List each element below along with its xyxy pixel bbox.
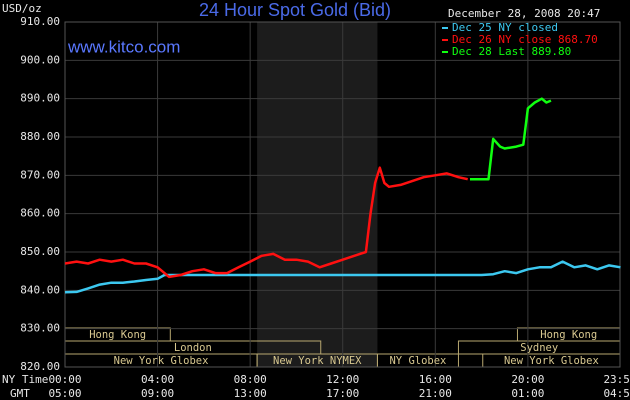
x-tick-label: 00:00 xyxy=(48,373,81,386)
legend-label: Dec 25 NY closed xyxy=(452,21,558,34)
x-tick-label-gmt: 13:00 xyxy=(234,387,267,400)
x-tick-label: 16:00 xyxy=(419,373,452,386)
grid xyxy=(64,21,621,368)
series-line xyxy=(470,97,552,181)
x-tick-label: 12:00 xyxy=(326,373,359,386)
y-tick-label: 860.00 xyxy=(20,207,60,220)
legend-label: Dec 26 NY close 868.70 xyxy=(452,33,598,46)
x-tick-label-gmt: 05:00 xyxy=(48,387,81,400)
x-tick-label-gmt: 04:59 xyxy=(603,387,630,400)
session-label: Hong Kong xyxy=(89,329,146,341)
y-tick-label: 880.00 xyxy=(20,130,60,143)
session-label: London xyxy=(174,342,212,354)
y-tick-label: 840.00 xyxy=(20,283,60,296)
y-tick-label: 890.00 xyxy=(20,92,60,105)
x-tick-label-gmt: 21:00 xyxy=(419,387,452,400)
x-row-label: NY Time xyxy=(2,373,48,386)
x-tick-label-gmt: 09:00 xyxy=(141,387,174,400)
series-line xyxy=(64,260,621,294)
series-line xyxy=(64,166,468,279)
chart-title: 24 Hour Spot Gold (Bid) xyxy=(199,0,391,20)
y-tick-label: 870.00 xyxy=(20,168,60,181)
y-tick-label: 900.00 xyxy=(20,53,60,66)
x-tick-label-gmt: 17:00 xyxy=(326,387,359,400)
x-tick-label: 20:00 xyxy=(511,373,544,386)
lines xyxy=(64,97,621,294)
y-unit: USD/oz xyxy=(2,2,42,15)
session-label: New York Globex xyxy=(114,355,209,367)
y-tick-label: 820.00 xyxy=(20,360,60,373)
session-shade xyxy=(257,22,378,367)
plot-frame xyxy=(64,21,621,368)
x-tick-label: 04:00 xyxy=(141,373,174,386)
x-tick-label: 23:59 xyxy=(603,373,630,386)
legend-label: Dec 28 Last 889.80 xyxy=(452,45,571,58)
session-label: Hong Kong xyxy=(540,329,597,341)
site: www.kitco.com xyxy=(67,37,180,56)
y-tick-label: 830.00 xyxy=(20,322,60,335)
session-label: New York Globex xyxy=(504,355,599,367)
x-tick-label: 08:00 xyxy=(234,373,267,386)
session-label: NY Globex xyxy=(389,355,446,367)
session-label: Sydney xyxy=(520,342,558,354)
y-tick-label: 910.00 xyxy=(20,15,60,28)
y-tick-label: 850.00 xyxy=(20,245,60,258)
session-label: New York NYMEX xyxy=(273,355,362,367)
x-row-label: GMT xyxy=(10,387,30,400)
timestamp: December 28, 2008 20:47 xyxy=(448,7,600,20)
x-tick-label-gmt: 01:00 xyxy=(511,387,544,400)
